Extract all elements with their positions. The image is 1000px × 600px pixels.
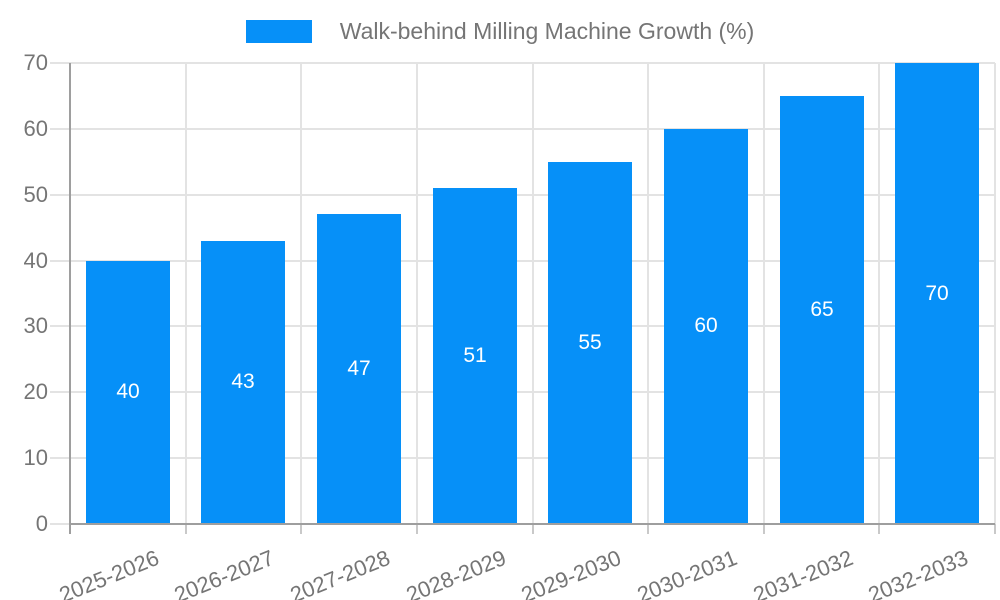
- x-axis-tick: [185, 524, 187, 534]
- x-axis-tick: [647, 524, 649, 534]
- y-axis-tick: [50, 194, 70, 196]
- y-axis-tick: [50, 62, 70, 64]
- y-axis-tick-label: 50: [23, 182, 48, 207]
- x-axis-tick: [878, 524, 880, 534]
- x-gridline: [532, 63, 534, 524]
- y-axis-line: [69, 63, 71, 534]
- y-axis-tick: [50, 128, 70, 130]
- y-axis-tick: [50, 391, 70, 393]
- x-axis-line: [70, 523, 995, 525]
- bar-value-label: 60: [694, 314, 718, 337]
- x-axis-tick: [763, 524, 765, 534]
- bar-value-label: 43: [231, 370, 255, 393]
- x-axis-tick: [300, 524, 302, 534]
- x-gridline: [878, 63, 880, 524]
- x-gridline: [416, 63, 418, 524]
- y-axis-tick-label: 60: [23, 116, 48, 141]
- x-axis-tick: [416, 524, 418, 534]
- bar-value-label: 65: [810, 298, 834, 321]
- bar-2027-2028[interactable]: [317, 214, 401, 524]
- bar-2025-2026[interactable]: [86, 261, 170, 524]
- x-gridline: [647, 63, 649, 524]
- x-gridline: [763, 63, 765, 524]
- y-axis-tick-label: 20: [23, 379, 48, 404]
- x-axis-tick: [532, 524, 534, 534]
- chart-legend: Walk-behind Milling Machine Growth (%): [0, 18, 1000, 45]
- bar-2029-2030[interactable]: [548, 162, 632, 524]
- bar-value-label: 70: [925, 282, 949, 305]
- y-axis-tick: [50, 457, 70, 459]
- bar-2032-2033[interactable]: [895, 63, 979, 524]
- y-axis-tick: [50, 325, 70, 327]
- y-axis-tick: [50, 523, 70, 525]
- y-axis-tick-label: 0: [35, 511, 48, 536]
- bar-2028-2029[interactable]: [433, 188, 517, 524]
- x-axis-tick: [994, 524, 996, 534]
- bar-2026-2027[interactable]: [201, 241, 285, 524]
- x-gridline: [300, 63, 302, 524]
- y-axis-tick-label: 40: [23, 248, 48, 273]
- bar-2031-2032[interactable]: [780, 96, 864, 524]
- y-axis-tick-label: 70: [23, 50, 48, 75]
- y-axis-tick-label: 30: [23, 313, 48, 338]
- bar-2030-2031[interactable]: [664, 129, 748, 524]
- legend-swatch: [245, 20, 312, 43]
- legend-label: Walk-behind Milling Machine Growth (%): [339, 18, 755, 44]
- x-gridline: [994, 63, 996, 524]
- bar-value-label: 51: [463, 344, 487, 367]
- x-axis-category-label: 2025-2026: [55, 544, 163, 600]
- y-axis-tick: [50, 260, 70, 262]
- y-axis-tick-label: 10: [23, 445, 48, 470]
- x-gridline: [185, 63, 187, 524]
- bar-value-label: 55: [578, 331, 602, 354]
- bar-value-label: 40: [116, 380, 140, 403]
- bar-value-label: 47: [347, 357, 371, 380]
